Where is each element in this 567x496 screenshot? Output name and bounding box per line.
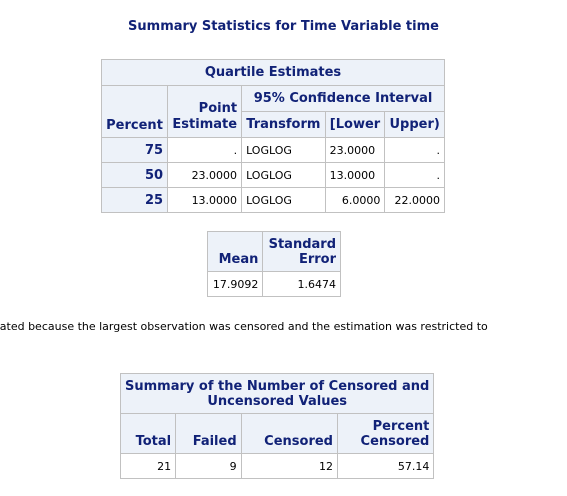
transform-header: Transform (241, 111, 326, 138)
censored-table-caption-line1: Summary of the Number of Censored and (125, 378, 430, 394)
upper-header: Upper) (384, 111, 445, 138)
percent-censored-value: 57.14 (336, 453, 435, 479)
censored-header: Censored (240, 413, 338, 454)
point-estimate-header-line2: Estimate (172, 117, 238, 132)
percent-censored-header-line1: Percent (372, 419, 430, 434)
table-row: 75 . LOGLOG 23.0000 . (100, 137, 445, 163)
mean-table: Mean Standard Error 17.9092 1.6474 (206, 231, 341, 297)
confidence-interval-header: 95% Confidence Interval (241, 85, 445, 112)
page-title: Summary Statistics for Time Variable tim… (128, 19, 439, 34)
table-row: 50 23.0000 LOGLOG 13.0000 . (100, 162, 445, 188)
row-estimate: 23.0000 (167, 162, 243, 188)
row-estimate: 13.0000 (167, 187, 243, 213)
row-percent: 75 (100, 137, 169, 163)
mean-header: Mean (206, 231, 264, 272)
quartile-estimates-table: Quartile Estimates Percent Point Estimat… (100, 59, 445, 213)
percent-censored-header-line2: Censored (360, 434, 430, 449)
row-transform: LOGLOG (241, 162, 326, 188)
lower-header: [Lower (324, 111, 386, 138)
standard-error-header-line2: Error (298, 252, 336, 267)
censored-value: 12 (240, 453, 338, 479)
failed-header: Failed (175, 413, 242, 454)
row-lower: 23.0000 (324, 137, 386, 163)
row-estimate: . (167, 137, 243, 163)
row-percent: 50 (100, 162, 169, 188)
quartile-table-caption: Quartile Estimates (101, 59, 445, 86)
standard-error-value: 1.6474 (262, 271, 341, 297)
estimation-note: imated because the largest observation w… (0, 320, 567, 333)
estimation-note-text: imated because the largest observation w… (0, 320, 488, 333)
mean-value: 17.9092 (206, 271, 264, 297)
row-upper: 22.0000 (384, 187, 445, 213)
failed-value: 9 (175, 453, 242, 479)
point-estimate-header: Point Estimate (167, 85, 243, 138)
row-upper: . (384, 162, 445, 188)
table-row: 17.9092 1.6474 (206, 271, 341, 297)
row-transform: LOGLOG (241, 137, 326, 163)
table-row: 21 9 12 57.14 (119, 453, 435, 479)
row-upper: . (384, 137, 445, 163)
row-lower: 6.0000 (324, 187, 386, 213)
standard-error-header: Standard Error (262, 231, 341, 272)
total-value: 21 (119, 453, 177, 479)
row-transform: LOGLOG (241, 187, 326, 213)
point-estimate-header-line1: Point (198, 101, 238, 116)
row-lower: 13.0000 (324, 162, 386, 188)
censored-table-caption-line2: Uncensored Values (207, 393, 348, 409)
percent-censored-header: Percent Censored (336, 413, 435, 454)
table-row: 25 13.0000 LOGLOG 6.0000 22.0000 (100, 187, 445, 213)
total-header: Total (119, 413, 177, 454)
percent-header: Percent (100, 85, 169, 138)
censored-summary-table: Summary of the Number of Censored and Un… (119, 373, 435, 479)
row-percent: 25 (100, 187, 169, 213)
censored-table-caption: Summary of the Number of Censored and Un… (119, 373, 435, 414)
standard-error-header-line1: Standard (268, 237, 336, 252)
